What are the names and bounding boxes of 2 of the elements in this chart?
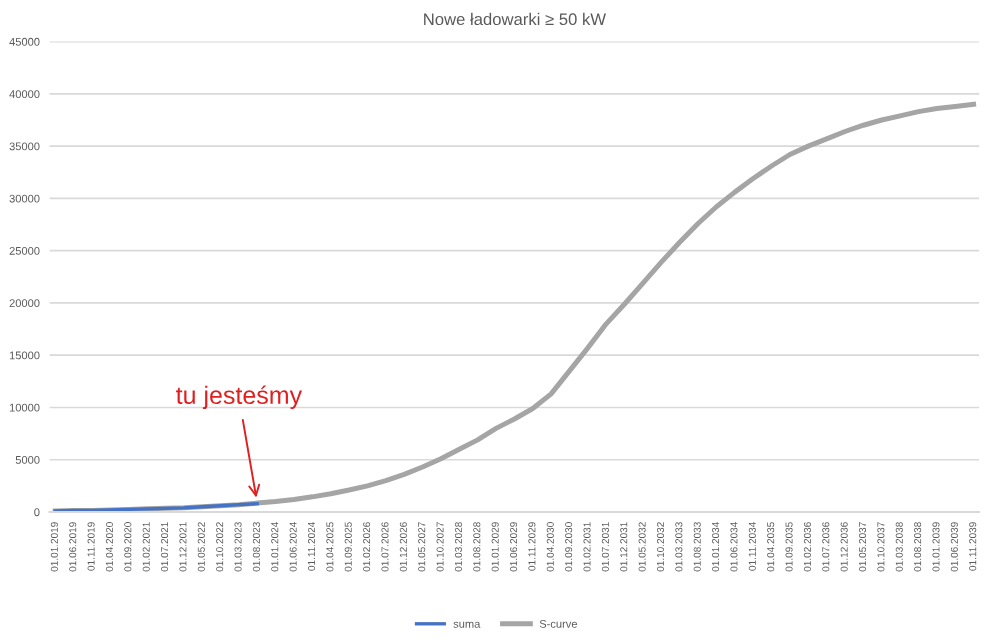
annotation: tu jesteśmy [176,385,303,409]
chart-title: Nowe ładowarki ≥ 50 kW [424,12,606,26]
